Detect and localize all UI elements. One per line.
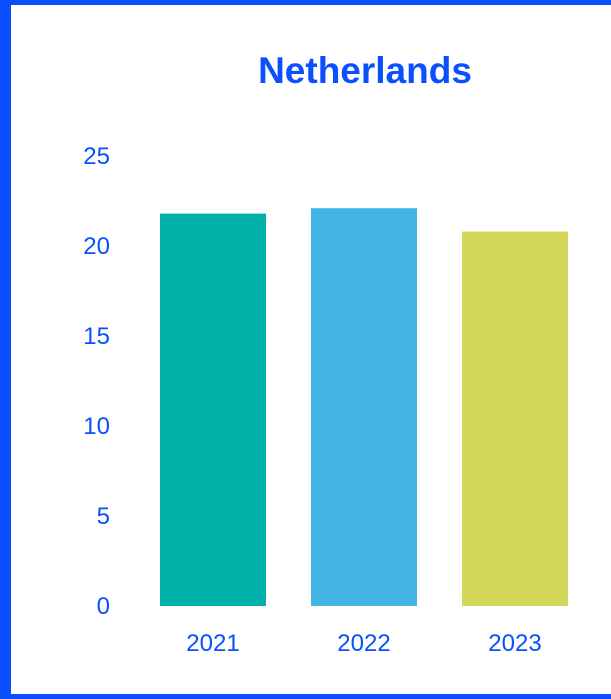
x-axis-ticks: 2021 2022 2023: [186, 630, 541, 657]
y-tick-label: 20: [83, 233, 110, 260]
y-tick-label: 0: [97, 593, 110, 620]
bar-2022: [311, 208, 417, 606]
y-tick-label: 25: [83, 143, 110, 170]
x-tick-label-2021: 2021: [186, 630, 239, 657]
bars: [160, 208, 568, 606]
x-tick-label-2022: 2022: [337, 630, 390, 657]
y-tick-label: 15: [83, 323, 110, 350]
y-tick-label: 10: [83, 413, 110, 440]
chart-title: Netherlands: [258, 50, 472, 91]
bar-2021: [160, 213, 266, 606]
bar-2023: [462, 231, 568, 606]
x-tick-label-2023: 2023: [488, 630, 541, 657]
y-tick-label: 5: [97, 503, 110, 530]
y-axis-ticks: 0 5 10 15 20 25: [83, 143, 110, 620]
